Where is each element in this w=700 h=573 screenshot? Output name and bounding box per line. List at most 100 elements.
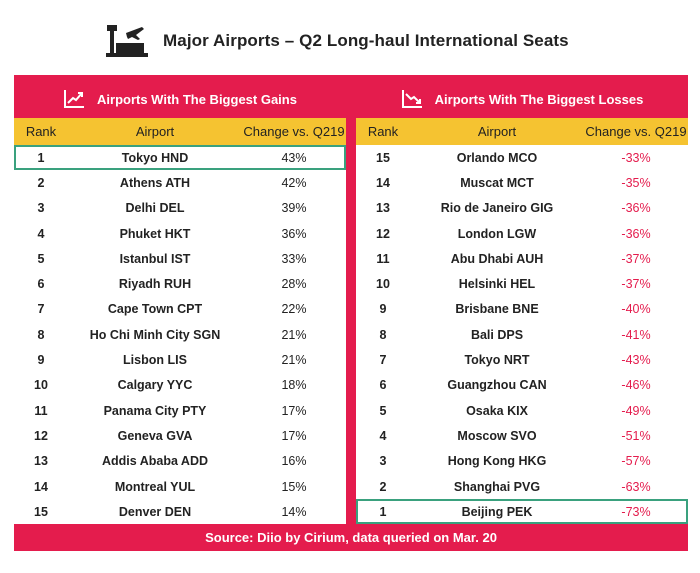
change-cell: -35% [621, 175, 651, 190]
table-row: 4 Phuket HKT 36% [14, 221, 346, 246]
table-row: 5 Osaka KIX -49% [356, 398, 688, 423]
rank-cell: 9 [379, 302, 387, 317]
table-row: 10 Helsinki HEL -37% [356, 271, 688, 296]
losses-heading-label: Airports With The Biggest Losses [434, 91, 644, 107]
tables-frame: Airports With The Biggest Gains Rank Air… [14, 75, 688, 551]
change-cell: 22% [281, 302, 307, 317]
table-row: 1 Tokyo HND 43% [14, 145, 346, 171]
change-cell: -36% [621, 201, 651, 216]
table-row: 8 Ho Chi Minh City SGN 21% [14, 322, 346, 347]
rank-cell: 7 [379, 353, 387, 368]
airport-cell: Riyadh RUH [118, 277, 192, 292]
rank-cell: 2 [37, 175, 45, 190]
gains-rows: 1 Tokyo HND 43% 2 Athens ATH 42% 3 Delhi DEL 39%… [14, 145, 346, 525]
change-cell: -40% [621, 302, 651, 317]
airport-cell: Athens ATH [119, 175, 191, 190]
rank-cell: 12 [34, 428, 48, 443]
rising-chart-icon [64, 90, 85, 108]
change-cell: 42% [281, 175, 307, 190]
airport-cell: Moscow SVO [457, 428, 537, 443]
table-row: 6 Guangzhou CAN -46% [356, 373, 688, 398]
airport-cell: Calgary YYC [117, 378, 193, 393]
change-cell: -46% [621, 378, 651, 393]
rank-cell: 11 [34, 403, 48, 418]
table-row: 11 Abu Dhabi AUH -37% [356, 246, 688, 271]
col-rank: Rank [25, 124, 57, 139]
col-rank: Rank [367, 124, 399, 139]
airport-cell: Helsinki HEL [458, 277, 536, 292]
rank-cell: 4 [37, 226, 45, 241]
rank-cell: 10 [376, 277, 390, 292]
table-row: 14 Montreal YUL 15% [14, 474, 346, 499]
airport-cell: Ho Chi Minh City SGN [89, 327, 221, 342]
rank-cell: 4 [379, 428, 387, 443]
change-cell: 21% [281, 327, 307, 342]
table-row: 2 Athens ATH 42% [14, 170, 346, 195]
rank-cell: 1 [379, 504, 387, 519]
change-cell: 36% [281, 226, 307, 241]
page-title: Major Airports – Q2 Long-haul Internatio… [163, 31, 569, 50]
airport-cell: Delhi DEL [125, 201, 185, 216]
col-airport: Airport [135, 124, 175, 139]
table-row: 9 Brisbane BNE -40% [356, 297, 688, 322]
change-cell: -43% [621, 353, 651, 368]
airport-cell: London LGW [457, 226, 537, 241]
change-cell: -37% [621, 277, 651, 292]
table-row: 14 Muscat MCT -35% [356, 170, 688, 195]
airport-cell: Brisbane BNE [455, 302, 539, 317]
airport-cell: Addis Ababa ADD [101, 454, 209, 469]
change-cell: 33% [281, 251, 307, 266]
table-row: 15 Orlando MCO -33% [356, 145, 688, 170]
rank-cell: 6 [379, 378, 387, 393]
airport-cell: Beijing PEK [461, 504, 533, 519]
source-note: Source: Diio by Cirium, data queried on … [205, 529, 497, 545]
change-cell: 14% [281, 504, 307, 519]
change-cell: 17% [281, 403, 307, 418]
table-row: 4 Moscow SVO -51% [356, 423, 688, 448]
airport-cell: Tokyo HND [121, 150, 189, 165]
rank-cell: 15 [34, 504, 48, 519]
rank-cell: 3 [37, 201, 45, 216]
rank-cell: 13 [34, 454, 48, 469]
change-cell: -49% [621, 403, 651, 418]
losses-column-header: Rank Airport Change vs. Q219 [356, 118, 688, 145]
table-row: 6 Riyadh RUH 28% [14, 271, 346, 296]
header: Major Airports – Q2 Long-haul Internatio… [0, 0, 700, 75]
rank-cell: 6 [37, 277, 45, 292]
change-cell: -63% [621, 479, 651, 494]
rank-cell: 8 [37, 327, 45, 342]
airport-cell: Guangzhou CAN [447, 378, 547, 393]
airport-tower-icon [106, 25, 148, 57]
change-cell: -57% [621, 454, 651, 469]
table-row: 5 Istanbul IST 33% [14, 246, 346, 271]
col-change: Change vs. Q219 [243, 124, 345, 139]
gains-heading-label: Airports With The Biggest Gains [97, 91, 297, 107]
rank-cell: 8 [379, 327, 387, 342]
change-cell: 17% [281, 428, 307, 443]
table-row: 2 Shanghai PVG -63% [356, 474, 688, 499]
falling-chart-icon [401, 90, 422, 108]
table-row: 7 Cape Town CPT 22% [14, 297, 346, 322]
table-row: 13 Addis Ababa ADD 16% [14, 449, 346, 474]
airport-cell: Orlando MCO [456, 150, 538, 165]
rank-cell: 15 [376, 150, 390, 165]
change-cell: 15% [281, 479, 307, 494]
change-cell: 39% [281, 201, 307, 216]
rank-cell: 7 [37, 302, 45, 317]
change-cell: -33% [621, 150, 651, 165]
airport-cell: Osaka KIX [466, 403, 528, 418]
rank-cell: 5 [379, 403, 387, 418]
change-cell: -51% [621, 428, 651, 443]
airport-cell: Istanbul IST [119, 251, 191, 266]
rank-cell: 10 [34, 378, 48, 393]
airport-cell: Phuket HKT [119, 226, 191, 241]
airport-cell: Shanghai PVG [453, 479, 541, 494]
rank-cell: 5 [37, 251, 45, 266]
airport-cell: Montreal YUL [114, 479, 196, 494]
change-cell: -37% [621, 251, 651, 266]
gains-column-header: Rank Airport Change vs. Q219 [14, 118, 346, 145]
airport-cell: Lisbon LIS [123, 353, 187, 368]
table-row: 12 Geneva GVA 17% [14, 423, 346, 448]
rank-cell: 14 [376, 175, 390, 190]
airport-cell: Tokyo NRT [464, 353, 530, 368]
